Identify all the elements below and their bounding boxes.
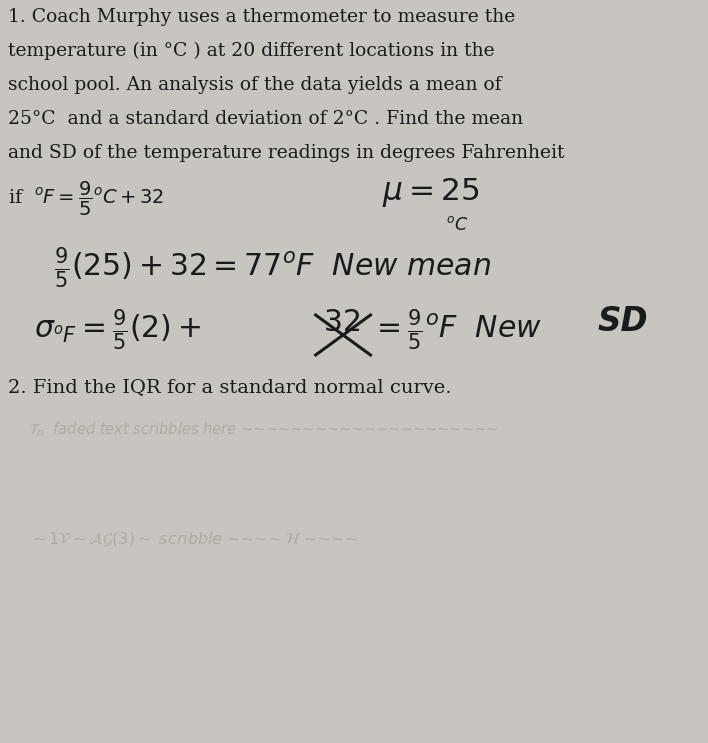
Text: 1. Coach Murphy uses a thermometer to measure the: 1. Coach Murphy uses a thermometer to me… [8,8,515,26]
Text: ${}^{o}C$: ${}^{o}C$ [446,216,468,234]
Text: $\sigma_{{}^{o}F}=\frac{9}{5}(2)+$: $\sigma_{{}^{o}F}=\frac{9}{5}(2)+$ [34,308,202,354]
Text: school pool. An analysis of the data yields a mean of: school pool. An analysis of the data yie… [8,76,501,94]
Text: $=\frac{9}{5}{}^{o}F$  New: $=\frac{9}{5}{}^{o}F$ New [370,308,542,354]
Text: $\mu=25$: $\mu=25$ [382,176,480,209]
Text: 25°C  and a standard deviation of 2°C . Find the mean: 25°C and a standard deviation of 2°C . F… [8,110,523,128]
Text: 2. Find the IQR for a standard normal curve.: 2. Find the IQR for a standard normal cu… [8,378,451,396]
Text: $\frac{9}{5}(25)+32=77^{o}F$  New mean: $\frac{9}{5}(25)+32=77^{o}F$ New mean [54,246,491,291]
Text: temperature (in °C ) at 20 different locations in the: temperature (in °C ) at 20 different loc… [8,42,494,60]
Text: $\sim 1 \mathcal{V} \sim \mathcal{A} \mathcal{G}(3) \sim$ scribble ~~~~ $\mathca: $\sim 1 \mathcal{V} \sim \mathcal{A} \ma… [30,530,358,548]
Text: $32$: $32$ [324,308,360,337]
Text: SD: SD [598,305,649,338]
Text: if  ${}^{o}F=\dfrac{9}{5}{}^{o}C+32$: if ${}^{o}F=\dfrac{9}{5}{}^{o}C+32$ [8,180,164,218]
Text: $\mathcal{T}_h$  faded text scribbles here ~~~~~~~~~~~~~~~~~~~~~: $\mathcal{T}_h$ faded text scribbles her… [30,420,498,438]
Text: and SD of the temperature readings in degrees Fahrenheit: and SD of the temperature readings in de… [8,144,564,162]
